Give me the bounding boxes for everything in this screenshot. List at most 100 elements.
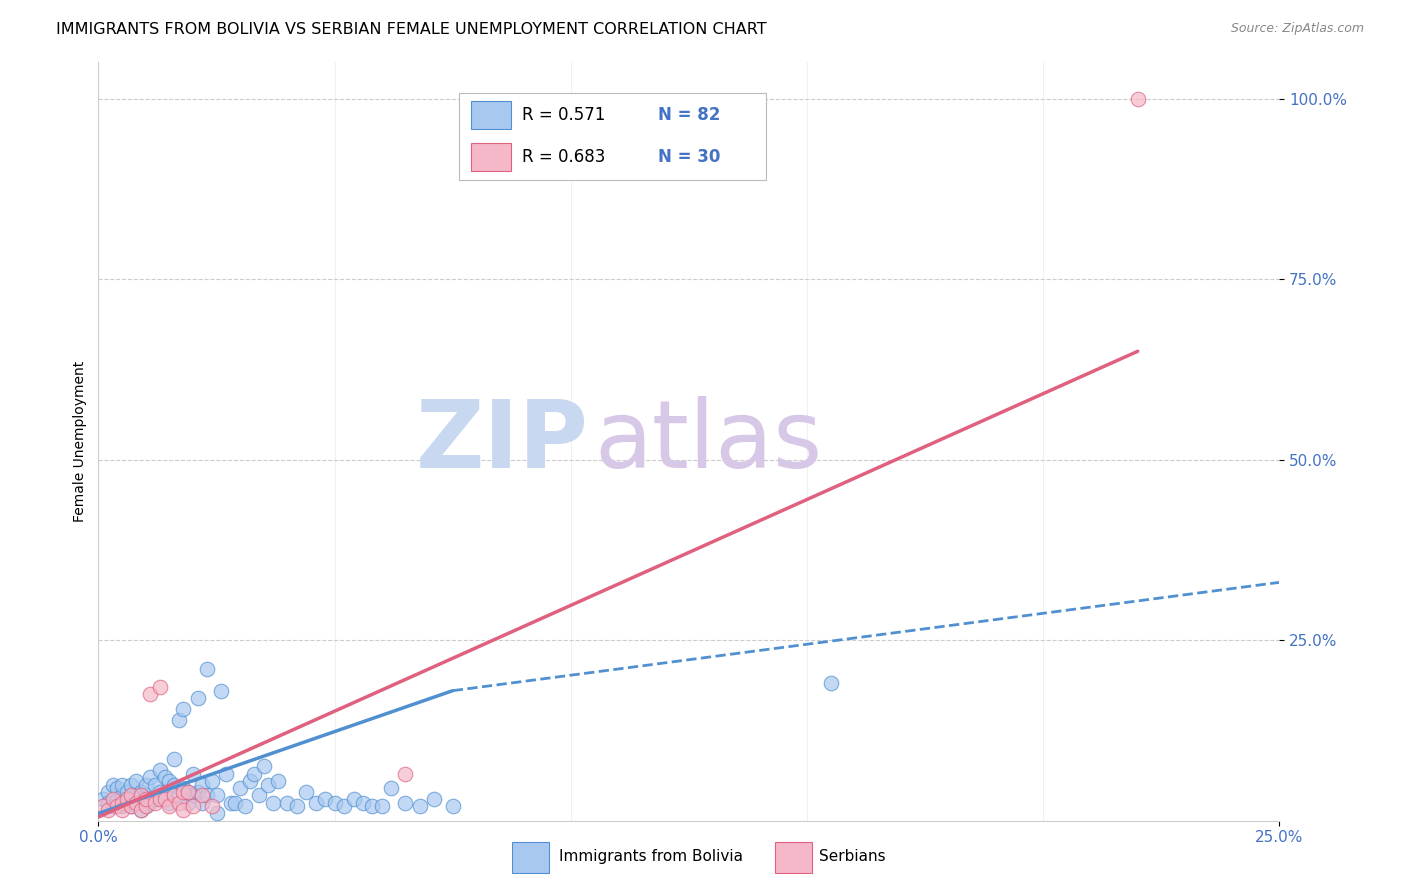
Point xyxy=(285,799,308,814)
Point xyxy=(163,778,186,792)
Point xyxy=(371,799,394,814)
Point xyxy=(143,778,166,792)
Point xyxy=(201,799,224,814)
Point xyxy=(191,789,214,803)
Point xyxy=(129,796,152,810)
Point xyxy=(380,781,402,796)
Point xyxy=(167,789,190,803)
Point xyxy=(97,785,120,799)
Point xyxy=(135,799,157,814)
Point xyxy=(305,796,328,810)
Point xyxy=(172,702,194,716)
Point xyxy=(157,773,180,788)
Point xyxy=(115,796,138,810)
Point xyxy=(139,796,162,810)
Point xyxy=(167,796,190,810)
Point xyxy=(209,683,232,698)
Point xyxy=(121,792,143,806)
Point xyxy=(1126,91,1149,105)
Point xyxy=(121,789,143,803)
Point xyxy=(115,792,138,806)
Point xyxy=(172,785,194,799)
Point xyxy=(224,796,246,810)
Point xyxy=(195,789,218,803)
Point xyxy=(243,766,266,780)
Point xyxy=(205,789,228,803)
Point xyxy=(201,773,224,788)
Point xyxy=(314,792,336,806)
Text: Source: ZipAtlas.com: Source: ZipAtlas.com xyxy=(1230,22,1364,36)
Point xyxy=(187,785,209,799)
Point xyxy=(253,759,276,773)
Point xyxy=(149,792,172,806)
Point xyxy=(352,796,374,810)
Point xyxy=(143,792,166,806)
Point xyxy=(149,763,172,777)
Point xyxy=(129,803,152,817)
Point xyxy=(172,781,194,796)
Point xyxy=(135,778,157,792)
Point xyxy=(191,796,214,810)
Point xyxy=(125,796,148,810)
Point xyxy=(97,803,120,817)
Point xyxy=(247,789,270,803)
Point xyxy=(129,785,152,799)
Point xyxy=(361,799,384,814)
Point xyxy=(257,778,280,792)
Point xyxy=(149,785,172,799)
Point xyxy=(262,796,284,810)
Point xyxy=(115,785,138,799)
Point xyxy=(111,778,134,792)
Point xyxy=(181,789,204,803)
Point xyxy=(121,799,143,814)
Point xyxy=(181,766,204,780)
Point xyxy=(139,770,162,784)
Text: IMMIGRANTS FROM BOLIVIA VS SERBIAN FEMALE UNEMPLOYMENT CORRELATION CHART: IMMIGRANTS FROM BOLIVIA VS SERBIAN FEMAL… xyxy=(56,22,766,37)
Point xyxy=(105,792,128,806)
Point xyxy=(187,690,209,705)
Point xyxy=(423,792,446,806)
Y-axis label: Female Unemployment: Female Unemployment xyxy=(73,361,87,522)
Point xyxy=(233,799,256,814)
Point xyxy=(135,799,157,814)
Point xyxy=(181,799,204,814)
Point xyxy=(153,770,176,784)
Point xyxy=(157,799,180,814)
Point xyxy=(101,792,124,806)
Text: ZIP: ZIP xyxy=(416,395,589,488)
Point xyxy=(167,713,190,727)
Point xyxy=(191,778,214,792)
Point xyxy=(342,792,364,806)
Point xyxy=(820,676,842,690)
Point xyxy=(111,789,134,803)
Point xyxy=(177,796,200,810)
Text: atlas: atlas xyxy=(595,395,823,488)
Point xyxy=(163,752,186,766)
Point xyxy=(91,799,114,814)
Point xyxy=(111,803,134,817)
Point xyxy=(105,781,128,796)
Point xyxy=(177,785,200,799)
Point xyxy=(121,799,143,814)
Point xyxy=(205,806,228,821)
Point xyxy=(394,796,416,810)
Point xyxy=(101,778,124,792)
Point xyxy=(153,789,176,803)
Point xyxy=(139,687,162,701)
Point xyxy=(333,799,356,814)
Point xyxy=(239,773,262,788)
Point xyxy=(276,796,298,810)
Point xyxy=(295,785,318,799)
Point xyxy=(215,766,238,780)
Point xyxy=(394,766,416,780)
Point xyxy=(267,773,290,788)
Point xyxy=(323,796,346,810)
Point xyxy=(97,796,120,810)
Point xyxy=(172,803,194,817)
Point xyxy=(219,796,242,810)
Point xyxy=(149,680,172,694)
Point xyxy=(111,799,134,814)
Point xyxy=(153,792,176,806)
Point xyxy=(195,662,218,676)
Point xyxy=(441,799,464,814)
